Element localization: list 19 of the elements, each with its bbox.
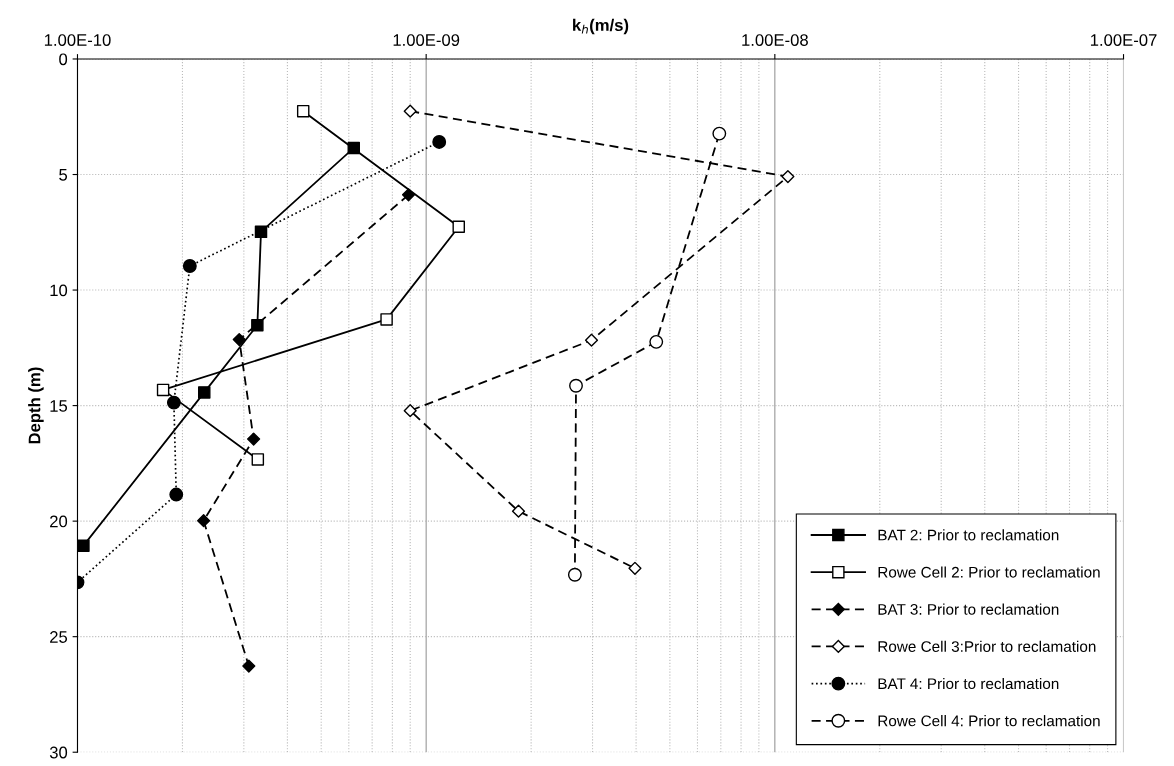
y-tick-label: 25 [50, 631, 68, 643]
x-tick-label: 1.00E-10 [44, 34, 111, 46]
legend-label: Rowe Cell 4: Prior to reclamation [878, 715, 1100, 727]
y-tick-label: 20 [50, 515, 68, 528]
y-tick-label: 15 [50, 400, 68, 412]
y-tick-label: 0 [59, 53, 68, 66]
y-axis-title: Depth (m) [28, 367, 44, 444]
x-tick-label: 1.00E-09 [393, 34, 460, 46]
y-tick-label: 10 [50, 284, 68, 297]
legend-label: BAT 4: Prior to reclamation [878, 677, 1059, 690]
legend-label: BAT 2: Prior to reclamation [878, 529, 1059, 541]
legend-label: Rowe Cell 3:Prior to reclamation [878, 640, 1096, 652]
y-tick-label: 5 [59, 169, 68, 181]
x-tick-label: 1.00E-08 [742, 34, 808, 46]
x-tick-label: 1.00E-07 [1090, 34, 1157, 46]
y-tick-label: 30 [49, 746, 68, 759]
legend-label: Rowe Cell 2: Prior to reclamation [878, 566, 1100, 578]
legend-label: BAT 3: Prior to reclamation [878, 603, 1059, 615]
x-axis-title: k$_{h}$(m/s) [573, 18, 629, 35]
